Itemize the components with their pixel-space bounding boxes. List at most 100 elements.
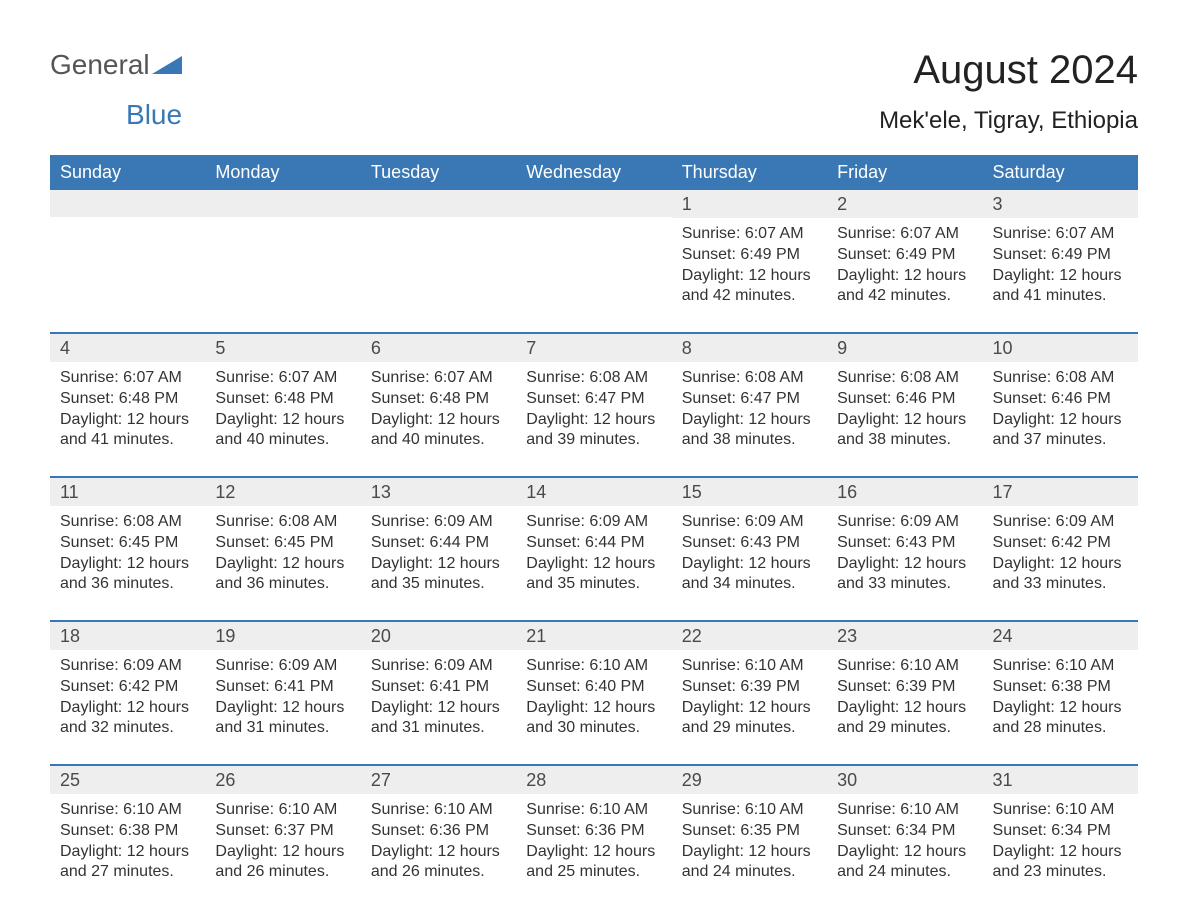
day-dl2: and 35 minutes. [371, 574, 506, 595]
day-dl2: and 42 minutes. [682, 286, 817, 307]
day-sunset: Sunset: 6:43 PM [682, 533, 817, 554]
calendar-day: 1Sunrise: 6:07 AMSunset: 6:49 PMDaylight… [672, 190, 827, 332]
day-sunrise: Sunrise: 6:10 AM [837, 800, 972, 821]
day-dl2: and 39 minutes. [526, 430, 661, 451]
day-sunset: Sunset: 6:47 PM [526, 389, 661, 410]
day-number: 9 [827, 334, 982, 362]
day-sunrise: Sunrise: 6:07 AM [682, 224, 817, 245]
day-body: Sunrise: 6:09 AMSunset: 6:41 PMDaylight:… [205, 650, 360, 747]
day-dl1: Daylight: 12 hours [837, 266, 972, 287]
day-dl1: Daylight: 12 hours [993, 410, 1128, 431]
calendar-day: 3Sunrise: 6:07 AMSunset: 6:49 PMDaylight… [983, 190, 1138, 332]
calendar-day: 7Sunrise: 6:08 AMSunset: 6:47 PMDaylight… [516, 334, 671, 476]
day-sunset: Sunset: 6:47 PM [682, 389, 817, 410]
weekday-header: Wednesday [516, 155, 671, 190]
day-body: Sunrise: 6:10 AMSunset: 6:39 PMDaylight:… [827, 650, 982, 747]
calendar-day: 6Sunrise: 6:07 AMSunset: 6:48 PMDaylight… [361, 334, 516, 476]
logo-wordmark: General Blue [50, 48, 182, 131]
day-body: Sunrise: 6:07 AMSunset: 6:49 PMDaylight:… [672, 218, 827, 315]
day-dl1: Daylight: 12 hours [371, 698, 506, 719]
day-dl2: and 38 minutes. [682, 430, 817, 451]
calendar-day: 16Sunrise: 6:09 AMSunset: 6:43 PMDayligh… [827, 478, 982, 620]
day-dl1: Daylight: 12 hours [526, 410, 661, 431]
calendar-day: 22Sunrise: 6:10 AMSunset: 6:39 PMDayligh… [672, 622, 827, 764]
weekday-header-row: SundayMondayTuesdayWednesdayThursdayFrid… [50, 155, 1138, 190]
title-block: August 2024 Mek'ele, Tigray, Ethiopia [879, 48, 1138, 135]
day-sunset: Sunset: 6:48 PM [371, 389, 506, 410]
day-number [361, 190, 516, 217]
day-number: 7 [516, 334, 671, 362]
header: General Blue August 2024 Mek'ele, Tigray… [50, 48, 1138, 135]
day-number: 5 [205, 334, 360, 362]
day-dl2: and 25 minutes. [526, 862, 661, 883]
day-body: Sunrise: 6:07 AMSunset: 6:48 PMDaylight:… [361, 362, 516, 459]
day-number: 31 [983, 766, 1138, 794]
day-sunset: Sunset: 6:48 PM [60, 389, 195, 410]
day-sunset: Sunset: 6:35 PM [682, 821, 817, 842]
day-body: Sunrise: 6:08 AMSunset: 6:45 PMDaylight:… [50, 506, 205, 603]
calendar-day: 31Sunrise: 6:10 AMSunset: 6:34 PMDayligh… [983, 766, 1138, 908]
day-body: Sunrise: 6:09 AMSunset: 6:43 PMDaylight:… [672, 506, 827, 603]
day-sunrise: Sunrise: 6:10 AM [215, 800, 350, 821]
day-body: Sunrise: 6:09 AMSunset: 6:43 PMDaylight:… [827, 506, 982, 603]
day-dl1: Daylight: 12 hours [371, 842, 506, 863]
day-sunset: Sunset: 6:42 PM [993, 533, 1128, 554]
day-number: 23 [827, 622, 982, 650]
day-number: 26 [205, 766, 360, 794]
day-number: 8 [672, 334, 827, 362]
day-dl2: and 35 minutes. [526, 574, 661, 595]
calendar-day: 25Sunrise: 6:10 AMSunset: 6:38 PMDayligh… [50, 766, 205, 908]
weekday-header: Monday [205, 155, 360, 190]
day-dl1: Daylight: 12 hours [993, 554, 1128, 575]
day-body: Sunrise: 6:09 AMSunset: 6:41 PMDaylight:… [361, 650, 516, 747]
calendar-day: 26Sunrise: 6:10 AMSunset: 6:37 PMDayligh… [205, 766, 360, 908]
day-sunset: Sunset: 6:49 PM [682, 245, 817, 266]
calendar-day: 21Sunrise: 6:10 AMSunset: 6:40 PMDayligh… [516, 622, 671, 764]
day-dl2: and 23 minutes. [993, 862, 1128, 883]
calendar-week: 1Sunrise: 6:07 AMSunset: 6:49 PMDaylight… [50, 190, 1138, 332]
calendar-day: 13Sunrise: 6:09 AMSunset: 6:44 PMDayligh… [361, 478, 516, 620]
logo-wedge-icon [152, 56, 182, 74]
day-number: 10 [983, 334, 1138, 362]
day-dl1: Daylight: 12 hours [215, 698, 350, 719]
day-dl1: Daylight: 12 hours [682, 842, 817, 863]
day-sunset: Sunset: 6:37 PM [215, 821, 350, 842]
day-number: 13 [361, 478, 516, 506]
day-sunset: Sunset: 6:48 PM [215, 389, 350, 410]
day-dl2: and 24 minutes. [682, 862, 817, 883]
day-dl2: and 31 minutes. [371, 718, 506, 739]
day-body: Sunrise: 6:09 AMSunset: 6:42 PMDaylight:… [983, 506, 1138, 603]
calendar-week: 18Sunrise: 6:09 AMSunset: 6:42 PMDayligh… [50, 620, 1138, 764]
day-number: 11 [50, 478, 205, 506]
day-sunset: Sunset: 6:34 PM [993, 821, 1128, 842]
day-number: 27 [361, 766, 516, 794]
day-dl2: and 27 minutes. [60, 862, 195, 883]
day-sunrise: Sunrise: 6:08 AM [837, 368, 972, 389]
calendar-day: 17Sunrise: 6:09 AMSunset: 6:42 PMDayligh… [983, 478, 1138, 620]
day-sunrise: Sunrise: 6:08 AM [215, 512, 350, 533]
day-number: 30 [827, 766, 982, 794]
calendar-day: 2Sunrise: 6:07 AMSunset: 6:49 PMDaylight… [827, 190, 982, 332]
day-dl1: Daylight: 12 hours [837, 554, 972, 575]
day-dl2: and 40 minutes. [371, 430, 506, 451]
day-sunrise: Sunrise: 6:08 AM [682, 368, 817, 389]
day-dl1: Daylight: 12 hours [837, 842, 972, 863]
calendar-day: 30Sunrise: 6:10 AMSunset: 6:34 PMDayligh… [827, 766, 982, 908]
day-body: Sunrise: 6:08 AMSunset: 6:47 PMDaylight:… [672, 362, 827, 459]
day-body: Sunrise: 6:10 AMSunset: 6:39 PMDaylight:… [672, 650, 827, 747]
day-sunset: Sunset: 6:42 PM [60, 677, 195, 698]
day-number [205, 190, 360, 217]
day-sunrise: Sunrise: 6:10 AM [526, 800, 661, 821]
day-sunrise: Sunrise: 6:07 AM [371, 368, 506, 389]
day-sunrise: Sunrise: 6:08 AM [993, 368, 1128, 389]
day-sunrise: Sunrise: 6:10 AM [682, 800, 817, 821]
calendar-day [516, 190, 671, 332]
day-sunrise: Sunrise: 6:08 AM [60, 512, 195, 533]
day-dl1: Daylight: 12 hours [215, 554, 350, 575]
day-dl1: Daylight: 12 hours [837, 698, 972, 719]
calendar-day: 15Sunrise: 6:09 AMSunset: 6:43 PMDayligh… [672, 478, 827, 620]
calendar-day: 24Sunrise: 6:10 AMSunset: 6:38 PMDayligh… [983, 622, 1138, 764]
day-sunrise: Sunrise: 6:10 AM [837, 656, 972, 677]
day-sunset: Sunset: 6:38 PM [60, 821, 195, 842]
day-body: Sunrise: 6:10 AMSunset: 6:38 PMDaylight:… [50, 794, 205, 891]
